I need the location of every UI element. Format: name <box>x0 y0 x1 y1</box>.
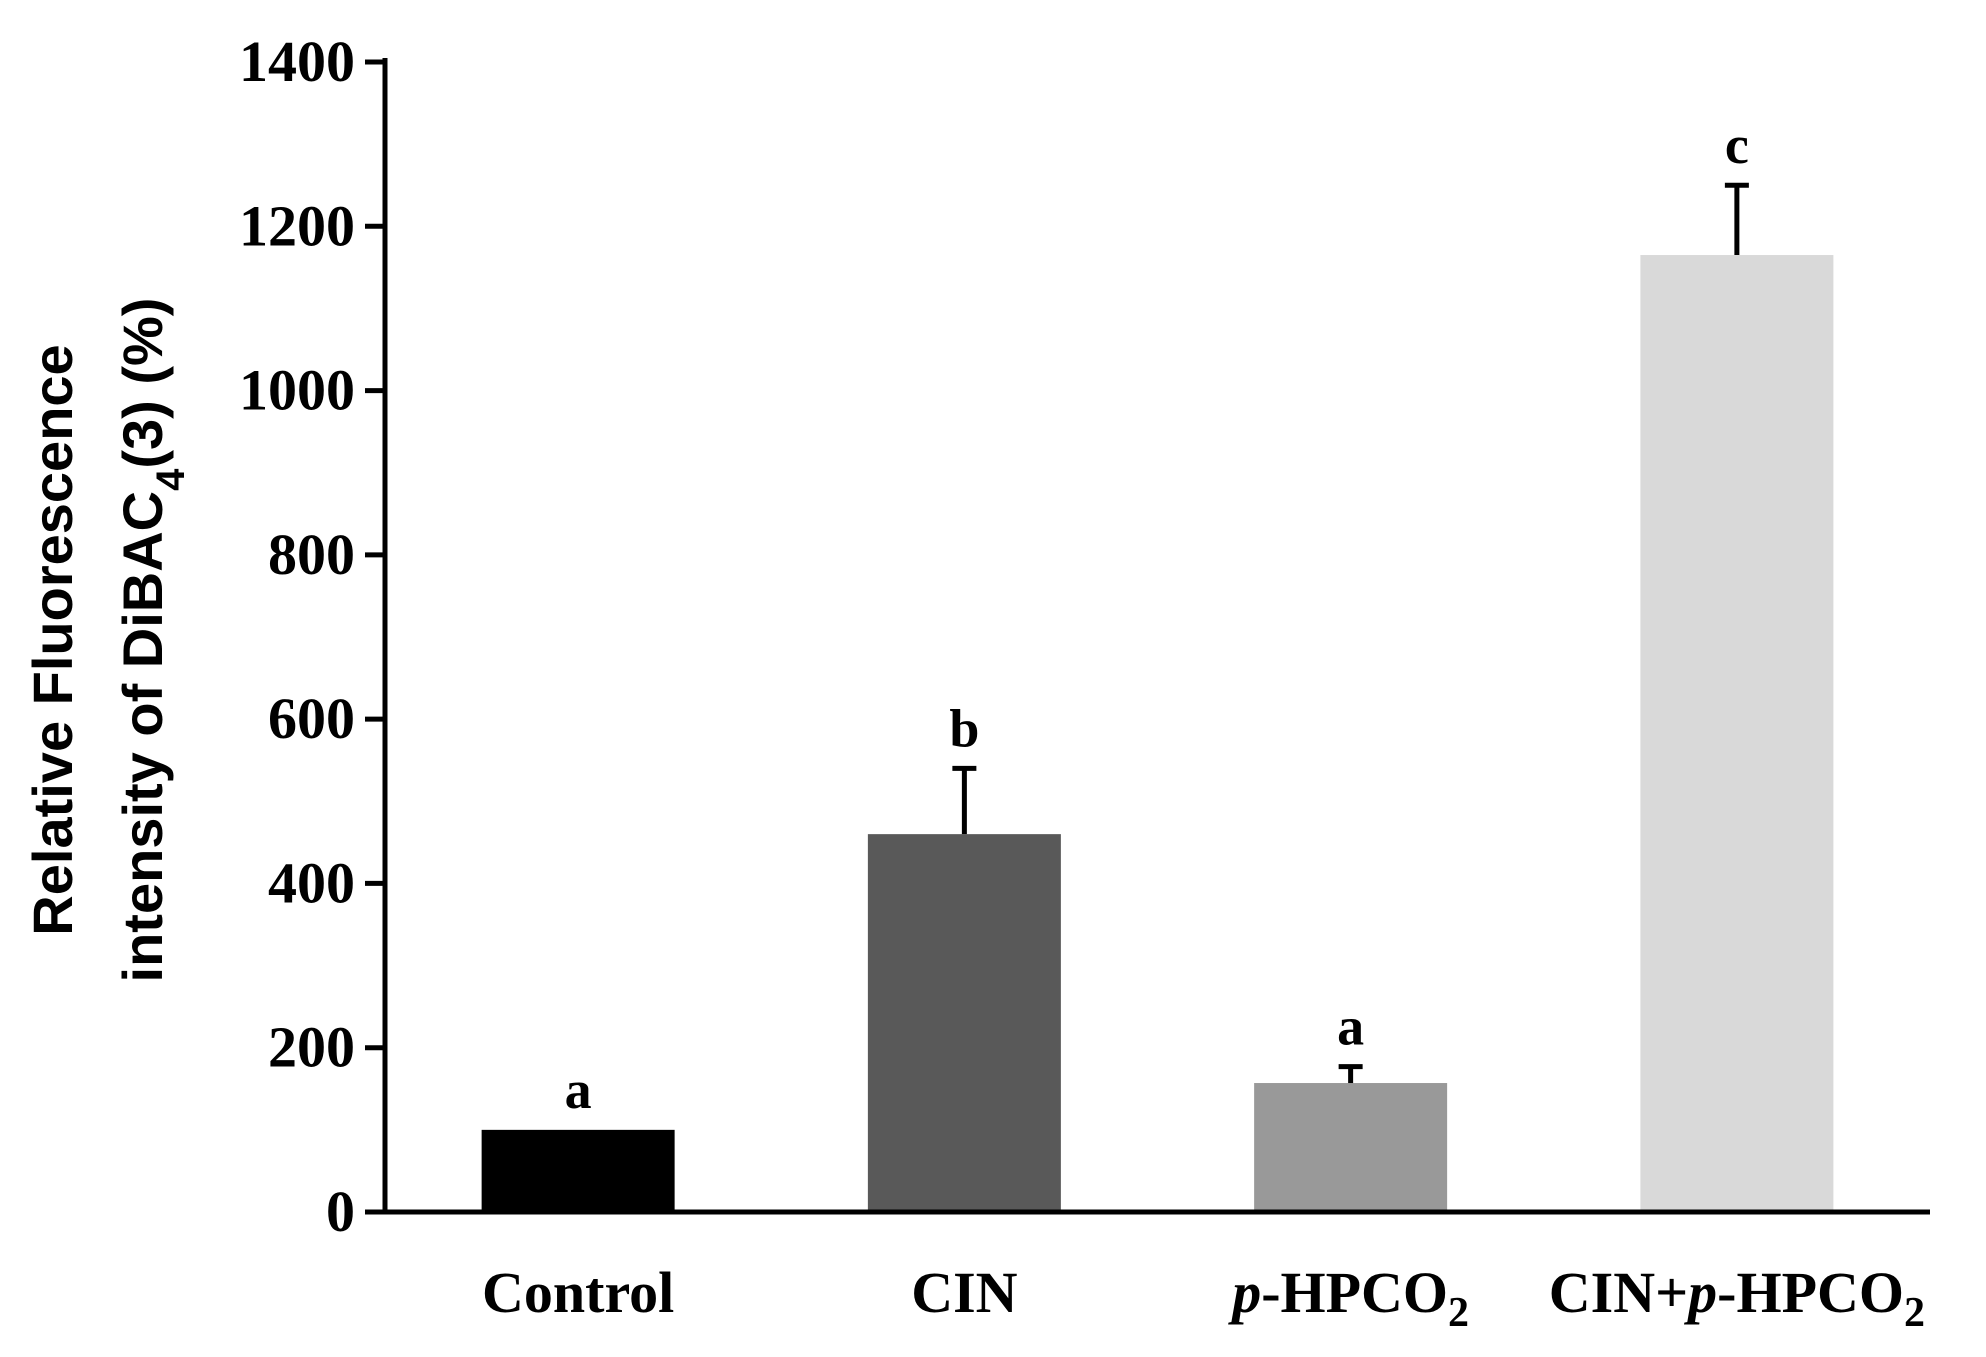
significance-label: c <box>1725 115 1749 175</box>
y-tick-label: 400 <box>268 850 355 915</box>
x-tick-label-part: CIN <box>911 1260 1017 1325</box>
x-tick-label-part: -HPCO <box>1261 1260 1448 1325</box>
y-axis-title-line1: Relative Fluorescence <box>21 344 84 935</box>
y-axis-title-line2: intensity of DiBAC4(3) (%) <box>111 298 193 983</box>
bar <box>867 834 1061 1212</box>
x-tick-label-part: CIN+ <box>1549 1260 1688 1325</box>
significance-label: b <box>949 698 979 758</box>
error-bars <box>952 182 1749 1084</box>
x-tick-label: p-HPCO2 <box>1227 1260 1469 1336</box>
y-tick-label: 800 <box>268 522 355 587</box>
x-tick-label-part: Control <box>482 1260 674 1325</box>
x-tick-label-part: 2 <box>1448 1290 1469 1336</box>
y-tick-label: 1200 <box>239 193 355 258</box>
x-tick-label-part: 2 <box>1904 1290 1925 1336</box>
bar <box>481 1129 675 1212</box>
y-axis-title: Relative Fluorescence intensity of DiBAC… <box>21 298 193 983</box>
axes <box>382 58 1930 1215</box>
x-tick-label-part: -HPCO <box>1717 1260 1904 1325</box>
significance-label: a <box>565 1060 592 1120</box>
y-tick-label: 0 <box>326 1179 355 1244</box>
x-tick-label: CIN+p-HPCO2 <box>1549 1260 1925 1336</box>
x-tick-label-part: p <box>1683 1260 1717 1325</box>
y-axis-title-subscript: 4 <box>149 468 193 491</box>
y-tick-label: 600 <box>268 686 355 751</box>
y-tick-label: 1400 <box>239 29 355 94</box>
x-tick-label: CIN <box>911 1260 1017 1325</box>
y-axis-title-suffix: (3) (%) <box>111 298 174 469</box>
significance-label: a <box>1337 997 1364 1057</box>
y-axis-title-prefix: intensity of DiBAC <box>111 491 174 983</box>
bar <box>1640 255 1834 1213</box>
y-tick-label: 1000 <box>239 358 355 423</box>
bar <box>1254 1083 1448 1212</box>
significance-labels: a b a c <box>565 115 1749 1120</box>
x-tick-label-part: p <box>1227 1260 1261 1325</box>
x-axis-labels: Control CIN p-HPCO2 CIN+p-HPCO2 <box>482 1260 1925 1336</box>
x-tick-label: Control <box>482 1260 674 1325</box>
bars <box>481 255 1834 1213</box>
y-axis: 0 200 400 600 800 1000 1200 1400 <box>239 29 385 1244</box>
y-tick-label: 200 <box>268 1015 355 1080</box>
